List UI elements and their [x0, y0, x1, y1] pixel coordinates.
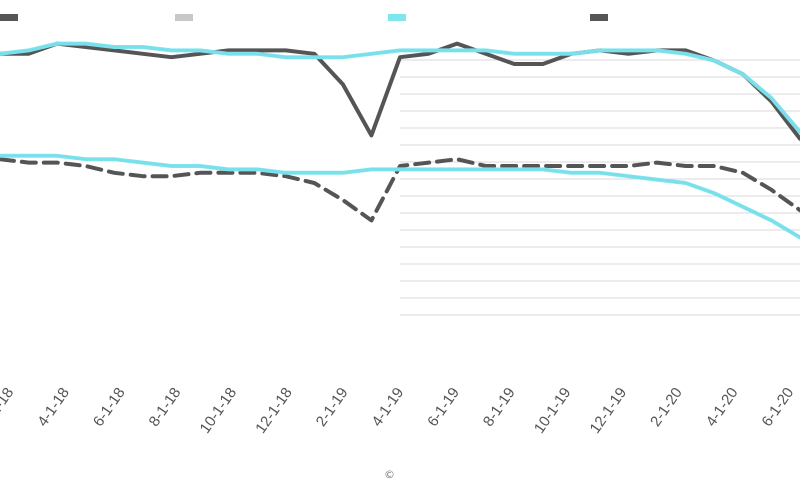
footer-mark: ©: [384, 468, 395, 480]
x-tick-label: 6-1-18: [90, 385, 129, 430]
x-tick-label: 4-1-19: [368, 385, 407, 430]
legend-swatch: [0, 14, 18, 21]
series-line-5: [0, 41, 800, 134]
series-line-2: [0, 157, 800, 223]
x-tick-label: 8-1-18: [146, 385, 185, 430]
x-tick-label: 2-1-19: [313, 385, 352, 430]
x-tick-label: 12-1-19: [587, 385, 631, 437]
x-tick-label: 2-1-20: [647, 385, 686, 430]
legend-swatch: [175, 14, 193, 21]
x-axis-tick-labels: 2-1-18 4-1-18 6-1-18 8-1-18 10-1-18 12-1-18 2-…: [0, 385, 797, 437]
legend: [0, 14, 608, 21]
x-tick-label: 4-1-20: [703, 385, 742, 430]
x-tick-label: 8-1-19: [480, 385, 519, 430]
x-tick-label: 4-1-18: [34, 385, 73, 430]
x-tick-label: 6-1-19: [424, 385, 463, 430]
x-tick-label: 2-1-18: [0, 385, 17, 430]
legend-swatch: [590, 14, 608, 21]
x-tick-label: 10-1-18: [197, 385, 241, 437]
x-tick-label: 12-1-18: [252, 385, 296, 437]
x-tick-label: 10-1-19: [531, 385, 575, 437]
legend-swatch: [388, 14, 406, 21]
series-lines: [0, 41, 800, 240]
gridlines: [400, 59, 800, 316]
series-line-1: [0, 41, 800, 141]
x-tick-label: 6-1-20: [758, 385, 797, 430]
series-line-6: [0, 153, 800, 240]
